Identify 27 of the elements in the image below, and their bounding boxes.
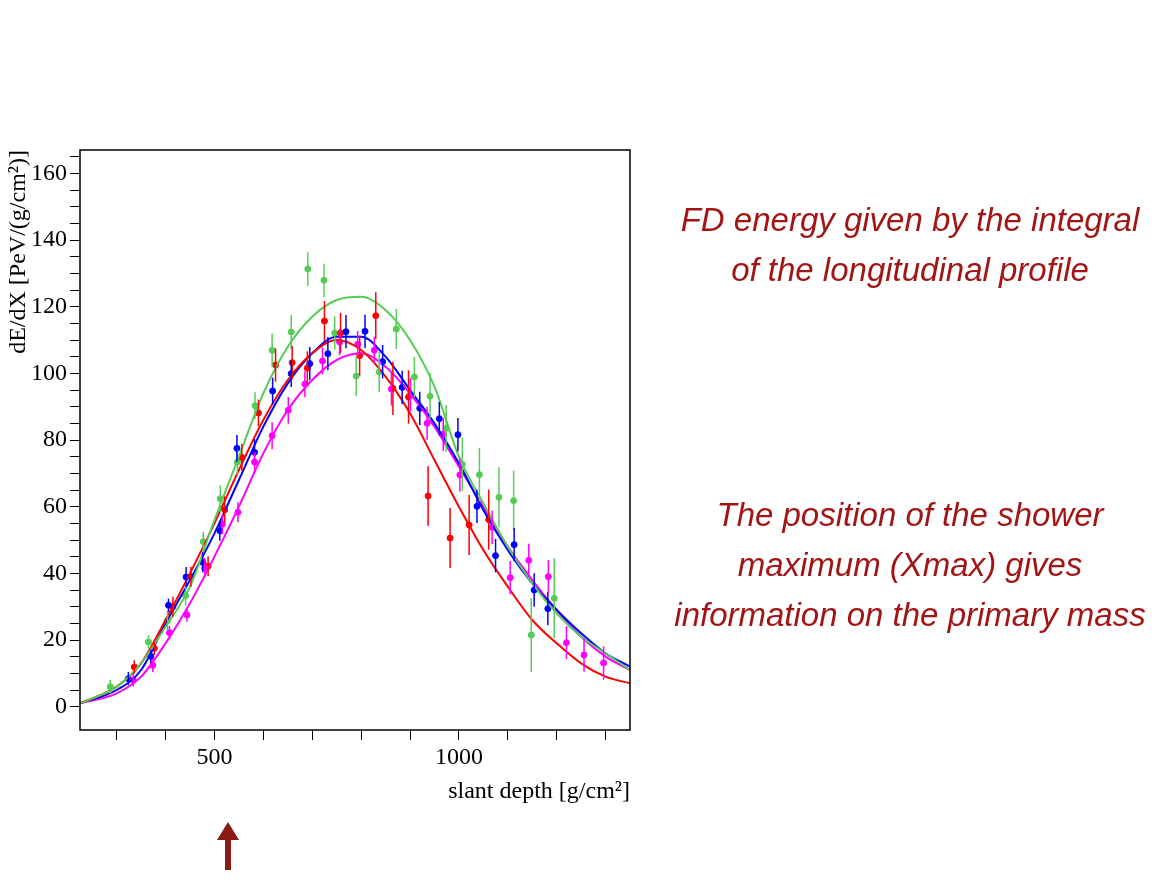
point [144, 638, 152, 646]
point [510, 497, 518, 505]
y-tick-label: 20 [43, 625, 67, 652]
y-axis-title: dE/dX [PeV/(g/cm²)] [3, 150, 30, 354]
y-tick-label: 160 [31, 158, 67, 185]
text: The position of the shower maximum (Xmax) gives information on the primary mass [673, 495, 1147, 635]
point [410, 373, 418, 381]
y-tick-label: 100 [31, 358, 67, 385]
point [562, 639, 570, 647]
point [392, 325, 400, 333]
y-tick-label: 140 [31, 225, 67, 252]
y-tick-label: 0 [55, 691, 67, 718]
y-tick-label: 60 [43, 491, 67, 518]
point [492, 552, 500, 560]
point [320, 317, 328, 325]
y-tick-label: 120 [31, 291, 67, 318]
y-tick-label: 40 [43, 558, 67, 585]
x-axis-title: slant depth [g/cm²] [448, 776, 630, 803]
y-tick-label: 80 [43, 425, 67, 452]
point [269, 387, 277, 395]
x-tick-label: 500 [196, 742, 233, 769]
point [544, 573, 552, 581]
point [164, 601, 172, 609]
point [600, 659, 608, 667]
x-tick-label: 1000 [434, 742, 483, 769]
text: FD energy given by the integral of the longitudinal profile [679, 200, 1141, 290]
point [475, 471, 483, 479]
